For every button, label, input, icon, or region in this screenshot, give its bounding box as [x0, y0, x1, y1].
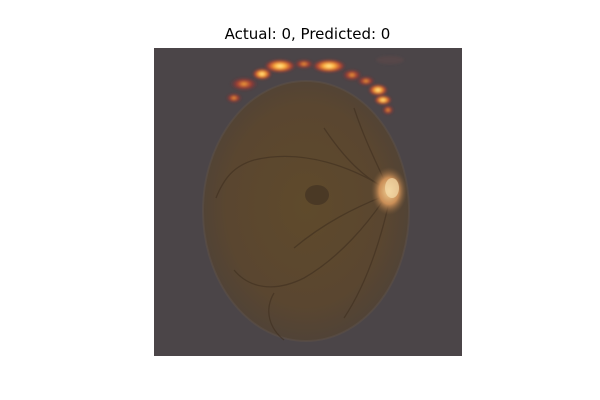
macula: [305, 185, 329, 205]
fundus: [203, 81, 409, 341]
fundus-heatmap-svg: [154, 48, 462, 356]
attention-heatmap: [226, 56, 404, 115]
figure-title: Actual: 0, Predicted: 0: [224, 25, 391, 43]
fundus-heatmap-image: [154, 48, 462, 356]
